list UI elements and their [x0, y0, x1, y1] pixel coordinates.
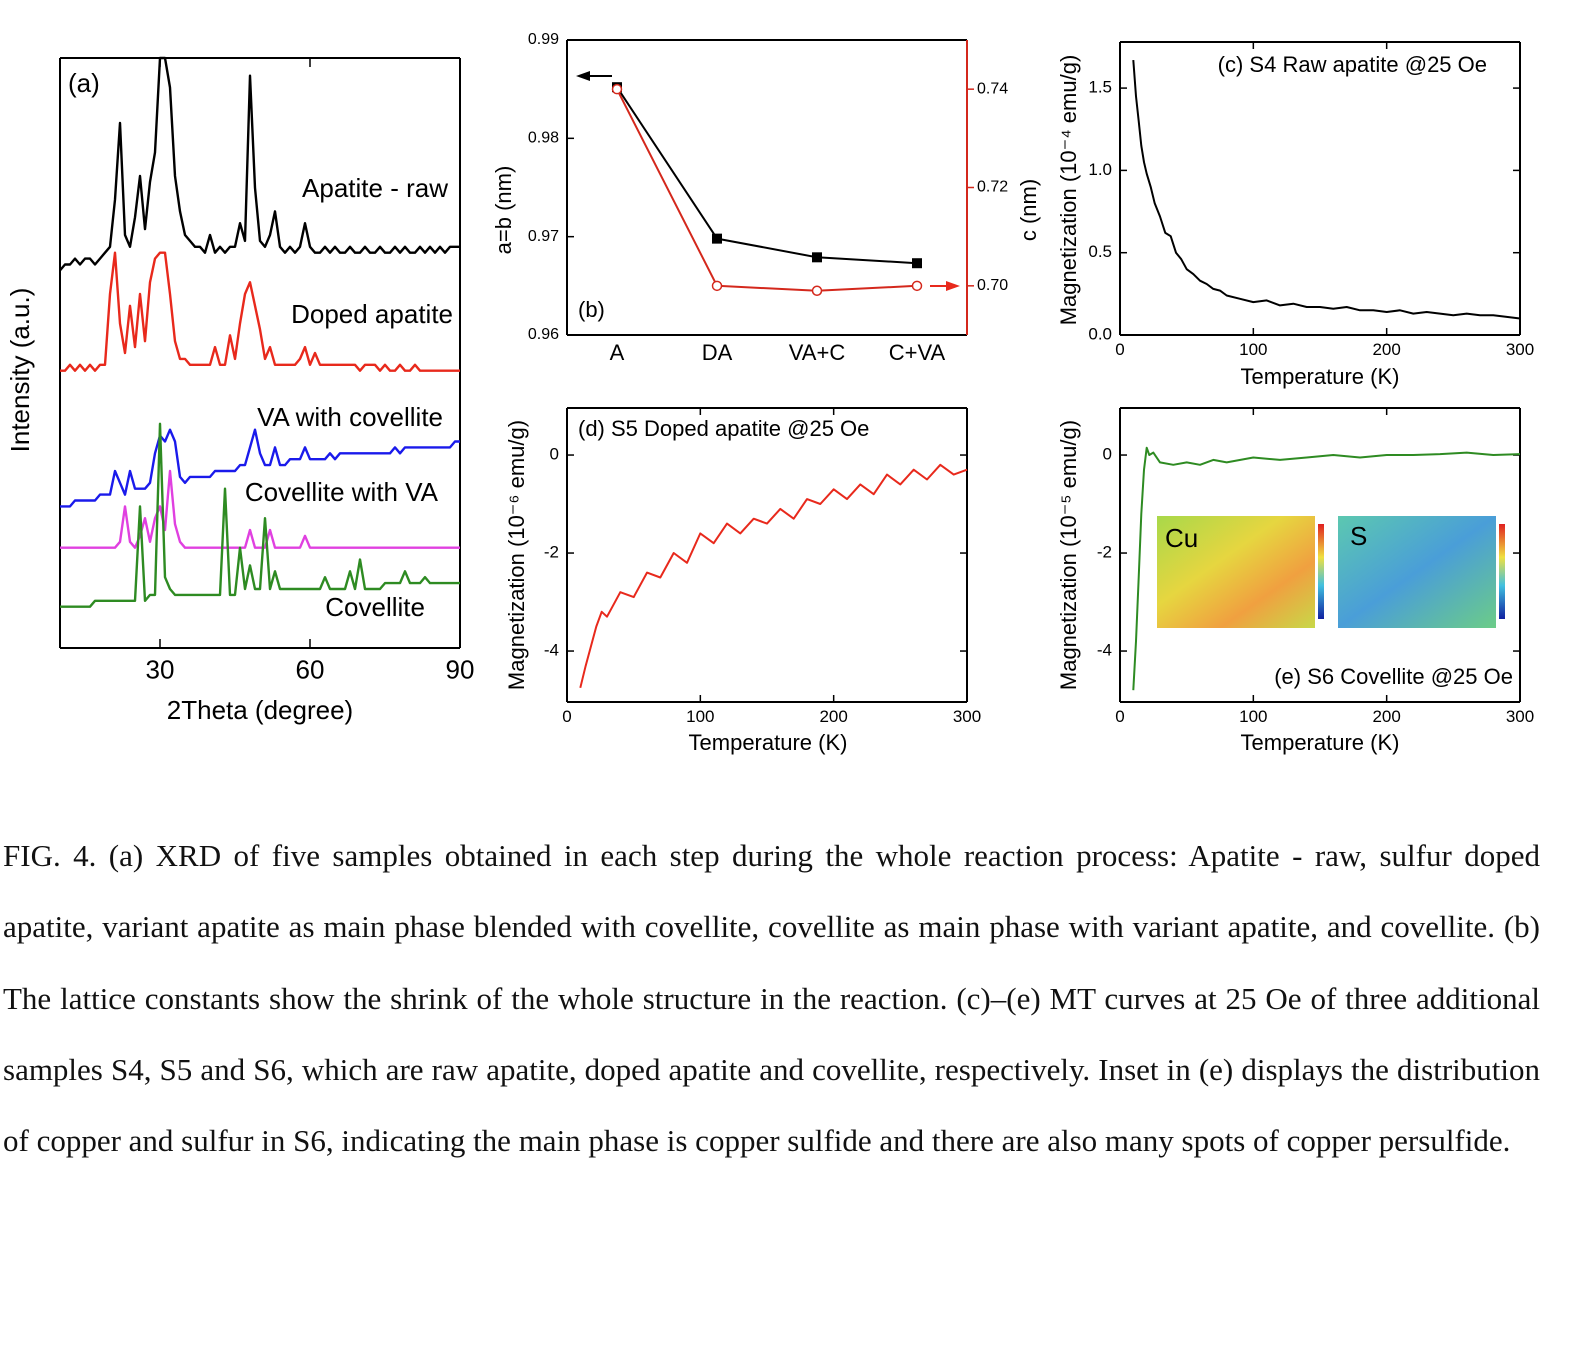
series-line [60, 469, 460, 549]
s-map [1338, 516, 1496, 628]
x-tick-label: DA [702, 340, 733, 365]
x-tick-label: C+VA [889, 340, 946, 365]
x-tick-label: 300 [1506, 340, 1534, 359]
x-tick-label: 100 [686, 707, 714, 726]
y-tick-label: 0.5 [1088, 242, 1112, 261]
point [611, 83, 623, 95]
x-axis-label: Temperature (K) [1241, 364, 1400, 389]
x-axis-label: Temperature (K) [689, 730, 848, 755]
y-axis-label: Magnetization (10⁻⁶ emu/g) [504, 420, 529, 690]
y-tick-label: 1.0 [1088, 160, 1112, 179]
chart-title: (b) [578, 297, 605, 322]
y-axis-label: Intensity (a.u.) [5, 288, 35, 453]
x-tick-label: 200 [1372, 340, 1400, 359]
y-tick-label: 1.5 [1088, 78, 1112, 97]
series-line [616, 88, 918, 292]
inset: Cu S [1157, 516, 1505, 628]
y-axis-label: a=b (nm) [491, 166, 516, 255]
series-line [616, 86, 918, 265]
series-line [1132, 446, 1521, 691]
series-line [60, 422, 460, 608]
inset-label: Cu [1165, 523, 1198, 553]
colorbar [1318, 524, 1324, 619]
y2-tick-label: 0.70 [977, 277, 1008, 294]
series-label: Apatite - raw [302, 173, 448, 203]
series-line [59, 56, 460, 272]
x-tick-label: 60 [296, 654, 325, 684]
inset-label: S [1350, 521, 1367, 551]
chart-title: (d) S5 Doped apatite @25 Oe [578, 416, 869, 441]
x-tick-label: 100 [1239, 707, 1267, 726]
x-tick-label: 0 [1115, 707, 1124, 726]
x-tick-label: 90 [446, 654, 475, 684]
point [911, 280, 923, 292]
x-tick-label: 300 [1506, 707, 1534, 726]
point [712, 233, 722, 244]
y-axis-label: Magnetization (10⁻⁴ emu/g) [1056, 55, 1081, 326]
arrows [576, 71, 960, 291]
y-tick-label: 0.96 [528, 326, 559, 343]
y-tick-label: 0 [1103, 445, 1112, 464]
y-tick-label: -4 [1097, 641, 1112, 660]
series-line [60, 428, 460, 508]
x-axis-label: 2Theta (degree) [167, 695, 353, 725]
caption: FIG. 4. (a) XRD of five samples obtained… [3, 838, 1540, 1159]
y-tick-label: -2 [544, 543, 559, 562]
arrow-head [946, 281, 960, 291]
y-tick-label: -4 [544, 641, 559, 660]
chart-title: (c) S4 Raw apatite @25 Oe [1218, 52, 1487, 77]
x-tick-label: 30 [146, 654, 175, 684]
series-line [60, 251, 460, 372]
chart-title: (a) [68, 68, 100, 98]
chart-title: (e) S6 Covellite @25 Oe [1274, 664, 1513, 689]
y-tick-label: 0.0 [1088, 324, 1112, 343]
series-label: Covellite [325, 592, 425, 622]
series-label: Covellite with VA [245, 477, 439, 507]
point [811, 285, 823, 296]
point [711, 280, 723, 292]
y-axis-label: Magnetization (10⁻⁵ emu/g) [1056, 420, 1081, 690]
arrow-head [576, 71, 590, 81]
x-tick-label: A [610, 340, 625, 365]
y-tick-label: -2 [1097, 543, 1112, 562]
x-tick-label: 0 [1115, 340, 1124, 359]
series-label: Doped apatite [291, 299, 453, 329]
cu-map [1157, 516, 1315, 628]
series-line [1132, 60, 1521, 320]
y-tick-label: 0.97 [528, 228, 559, 245]
x-axis-label: Temperature (K) [1241, 730, 1400, 755]
x-tick-label: 100 [1239, 340, 1267, 359]
x-tick-label: 0 [562, 707, 571, 726]
y2-tick-label: 0.72 [977, 179, 1008, 196]
figure: 30 60 90 Apatite - raw Doped apatite VA with … [5, 31, 1534, 755]
x-tick-label: VA+C [789, 340, 846, 365]
point [912, 258, 922, 269]
y-tick-label: 0 [550, 445, 559, 464]
colorbar [1499, 524, 1505, 619]
y2-axis-label: c (nm) [1016, 179, 1041, 241]
y2-tick-label: 0.74 [977, 80, 1008, 97]
series-line [579, 463, 968, 689]
y-tick-label: 0.98 [528, 130, 559, 147]
x-tick-label: 200 [819, 707, 847, 726]
x-tick-label: 300 [953, 707, 981, 726]
y-tick-label: 0.99 [528, 31, 559, 48]
point [812, 252, 822, 263]
x-tick-label: 200 [1372, 707, 1400, 726]
series-label: VA with covellite [257, 402, 443, 432]
